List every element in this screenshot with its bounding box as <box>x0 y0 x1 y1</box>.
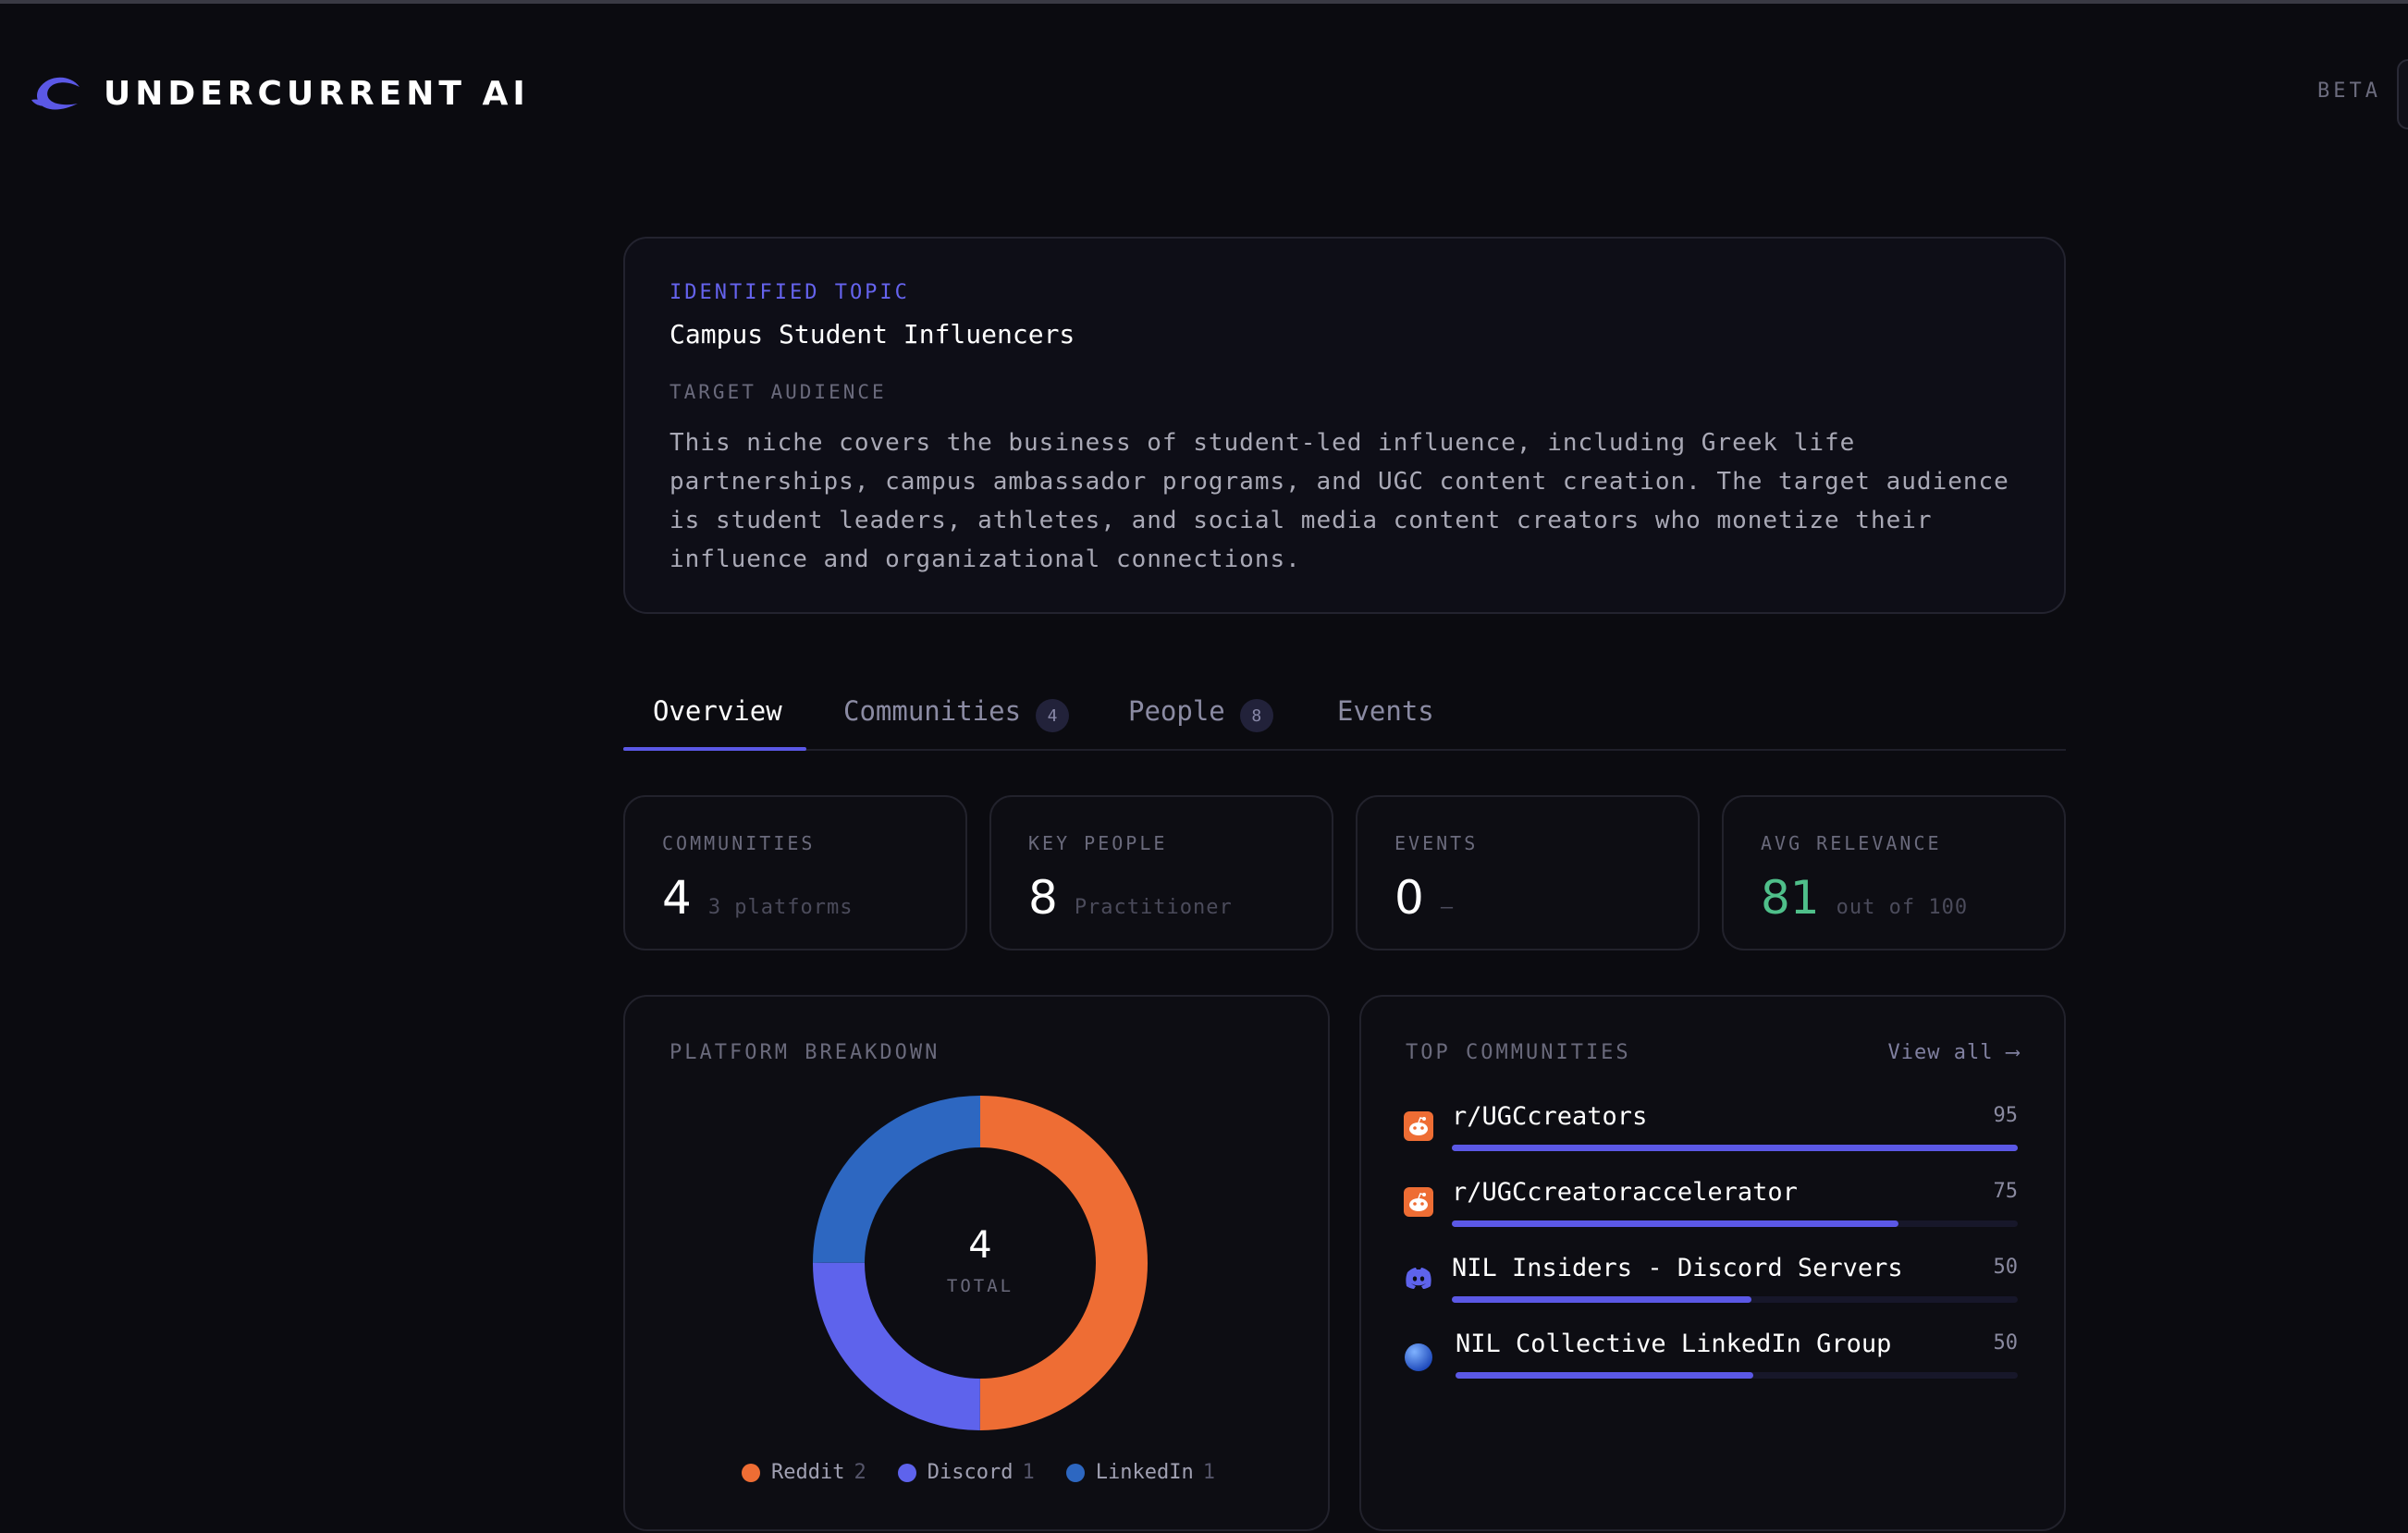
brand-name: UNDERCURRENT AI <box>104 74 530 113</box>
target-audience-text: This niche covers the business of studen… <box>670 429 2009 573</box>
stat-subtext: Practitioner <box>1074 896 1233 919</box>
app-header: UNDERCURRENT AI BETA <box>0 4 2408 176</box>
community-row[interactable]: r/UGCcreators 95 <box>1404 1102 2018 1167</box>
legend-item-discord: Discord 1 <box>897 1461 1035 1484</box>
reddit-icon <box>1404 1111 1433 1141</box>
legend-name: Reddit <box>771 1461 845 1484</box>
wave-logo-icon <box>31 77 80 110</box>
window-top-border <box>0 0 2408 4</box>
community-name: NIL Insiders - Discord Servers <box>1452 1254 1903 1282</box>
tab-label: Communities <box>843 695 1022 727</box>
topic-title: Campus Student Influencers <box>670 319 1075 350</box>
reddit-icon <box>1404 1187 1433 1217</box>
stat-subtext: out of 100 <box>1836 896 1969 919</box>
community-name: r/UGCcreatoraccelerator <box>1452 1178 1798 1207</box>
platform-breakdown-panel: PLATFORM BREAKDOWN 4 TOTAL Reddit 2 Disc… <box>623 995 1330 1531</box>
topic-card: IDENTIFIED TOPIC Campus Student Influenc… <box>623 237 2066 614</box>
platform-donut-chart: 4 TOTAL <box>812 1095 1149 1431</box>
tab-label: Overview <box>653 695 782 727</box>
header-menu-button[interactable] <box>2397 59 2408 129</box>
donut-total-label: TOTAL <box>946 1276 1014 1296</box>
donut-segment-linkedin <box>813 1096 1148 1430</box>
donut-segments <box>813 1096 1148 1430</box>
stat-subtext: 3 platforms <box>707 896 854 919</box>
identified-topic-label: IDENTIFIED TOPIC <box>670 281 910 304</box>
tab-label: People <box>1128 695 1225 727</box>
panel-title: PLATFORM BREAKDOWN <box>670 1041 940 1064</box>
legend-count: 1 <box>1022 1461 1035 1484</box>
tab-overview[interactable]: Overview <box>653 684 782 751</box>
relevance-bar-fill <box>1452 1296 1752 1303</box>
stat-subtext: — <box>1440 896 1455 919</box>
relevance-bar <box>1456 1372 2018 1379</box>
community-row[interactable]: NIL Collective LinkedIn Group 50 <box>1404 1330 2018 1394</box>
legend-dot <box>1065 1463 1085 1482</box>
stat-label: AVG RELEVANCE <box>1761 832 1942 854</box>
legend-count: 2 <box>854 1461 866 1484</box>
beta-badge: BETA <box>2317 80 2381 103</box>
community-score: 50 <box>1993 1331 2019 1355</box>
relevance-bar-fill <box>1456 1372 1754 1379</box>
globe-icon <box>1405 1343 1432 1371</box>
stat-value: 8 <box>1028 871 1058 925</box>
relevance-bar <box>1452 1296 2018 1303</box>
community-score: 75 <box>1993 1180 2019 1203</box>
stat-card-key-people: KEY PEOPLE 8 Practitioner <box>989 795 1333 950</box>
stat-label: KEY PEOPLE <box>1028 832 1168 854</box>
community-name: NIL Collective LinkedIn Group <box>1456 1330 1892 1358</box>
tab-people[interactable]: People 8 <box>1128 684 1273 751</box>
tab-bar: Overview Communities 4 People 8 Events <box>623 684 2066 751</box>
legend-name: Discord <box>927 1461 1014 1484</box>
legend-dot <box>897 1463 916 1482</box>
count-badge: 4 <box>1036 699 1070 732</box>
relevance-bar <box>1452 1145 2018 1151</box>
stat-value: 0 <box>1394 871 1424 925</box>
panel-title: TOP COMMUNITIES <box>1406 1041 1631 1064</box>
stat-value: 4 <box>662 871 692 925</box>
active-tab-indicator <box>623 747 806 751</box>
tab-events[interactable]: Events <box>1337 684 1434 751</box>
relevance-bar-fill <box>1452 1145 2018 1151</box>
top-communities-panel: TOP COMMUNITIES View all ⟶ r/UGCcreators… <box>1359 995 2066 1531</box>
stat-card-communities: COMMUNITIES 4 3 platforms <box>623 795 967 950</box>
relevance-bar-fill <box>1452 1220 1899 1227</box>
discord-icon <box>1406 1268 1431 1289</box>
chart-legend: Reddit 2 Discord 1 LinkedIn 1 <box>625 1461 1332 1484</box>
legend-dot <box>742 1463 761 1482</box>
legend-count: 1 <box>1202 1461 1215 1484</box>
stat-label: EVENTS <box>1394 832 1479 854</box>
community-row[interactable]: NIL Insiders - Discord Servers 50 <box>1404 1254 2018 1318</box>
count-badge: 8 <box>1239 699 1273 732</box>
tab-communities[interactable]: Communities 4 <box>843 684 1070 751</box>
tab-label: Events <box>1337 695 1434 727</box>
relevance-bar <box>1452 1220 2018 1227</box>
target-audience-label: TARGET AUDIENCE <box>670 381 887 403</box>
legend-item-linkedin: LinkedIn 1 <box>1065 1461 1215 1484</box>
legend-name: LinkedIn <box>1095 1461 1194 1484</box>
community-row[interactable]: r/UGCcreatoraccelerator 75 <box>1404 1178 2018 1243</box>
stat-card-events: EVENTS 0 — <box>1356 795 1700 950</box>
community-name: r/UGCcreators <box>1452 1102 1648 1131</box>
donut-segment-discord <box>813 1096 1148 1430</box>
community-score: 50 <box>1993 1256 2019 1279</box>
legend-item-reddit: Reddit 2 <box>742 1461 866 1484</box>
view-all-link[interactable]: View all ⟶ <box>1887 1041 2020 1064</box>
donut-total-value: 4 <box>968 1224 992 1267</box>
stat-label: COMMUNITIES <box>662 832 816 854</box>
stat-value: 81 <box>1761 871 1820 925</box>
stat-card-avg-relevance: AVG RELEVANCE 81 out of 100 <box>1722 795 2066 950</box>
brand-logo[interactable]: UNDERCURRENT AI <box>30 70 530 117</box>
community-score: 95 <box>1993 1104 2019 1127</box>
